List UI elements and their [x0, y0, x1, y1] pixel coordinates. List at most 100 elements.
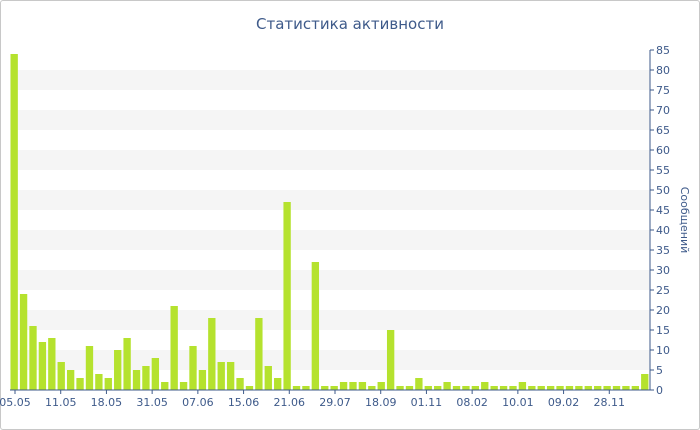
bar[interactable]: [29, 326, 37, 390]
x-tick-label: 18.09: [365, 396, 397, 409]
bar[interactable]: [481, 382, 489, 390]
bar[interactable]: [255, 318, 263, 390]
x-tick-label: 18.05: [91, 396, 123, 409]
grid-band: [10, 190, 650, 210]
bar[interactable]: [330, 386, 338, 390]
y-tick-label: 65: [656, 124, 670, 137]
bar[interactable]: [189, 346, 197, 390]
bar[interactable]: [198, 370, 207, 390]
y-tick-label: 30: [656, 264, 670, 277]
bar[interactable]: [311, 262, 320, 390]
bar[interactable]: [66, 370, 75, 390]
bar[interactable]: [349, 382, 357, 390]
bar[interactable]: [622, 386, 630, 390]
bar[interactable]: [565, 386, 574, 390]
bar[interactable]: [264, 366, 272, 390]
y-tick-label: 75: [656, 84, 670, 97]
bar[interactable]: [528, 386, 536, 390]
bar[interactable]: [226, 362, 235, 390]
bar[interactable]: [462, 386, 470, 390]
x-tick-label: 29.07: [319, 396, 351, 409]
grid-band: [10, 310, 650, 330]
bar[interactable]: [603, 386, 611, 390]
bar[interactable]: [321, 386, 329, 390]
bar[interactable]: [179, 382, 188, 390]
bar[interactable]: [151, 358, 160, 390]
bar[interactable]: [10, 54, 18, 390]
grid-band: [10, 70, 650, 90]
bar[interactable]: [594, 386, 602, 390]
y-axis-title: Сообщений: [678, 187, 691, 254]
y-tick-label: 50: [656, 184, 670, 197]
bar[interactable]: [518, 382, 527, 390]
bar[interactable]: [104, 378, 112, 390]
bar[interactable]: [575, 386, 583, 390]
bar[interactable]: [85, 346, 94, 390]
y-tick-label: 10: [656, 344, 670, 357]
bar[interactable]: [434, 386, 442, 390]
y-tick-label: 85: [656, 44, 670, 57]
y-tick-label: 45: [656, 204, 670, 217]
x-tick-label: 08.02: [456, 396, 488, 409]
bar[interactable]: [236, 378, 244, 390]
bar[interactable]: [368, 386, 376, 390]
bar[interactable]: [396, 386, 404, 390]
bar[interactable]: [537, 386, 545, 390]
y-tick-label: 0: [656, 384, 663, 397]
bar[interactable]: [170, 306, 178, 390]
bar[interactable]: [509, 386, 517, 390]
bar[interactable]: [132, 370, 141, 390]
x-tick-label: 01.11: [411, 396, 443, 409]
bar[interactable]: [95, 374, 103, 390]
bar[interactable]: [471, 386, 480, 390]
y-tick-label: 40: [656, 224, 670, 237]
bar[interactable]: [302, 386, 310, 390]
bar[interactable]: [556, 386, 564, 390]
bar[interactable]: [546, 386, 555, 390]
bar[interactable]: [57, 362, 65, 390]
bar[interactable]: [424, 386, 432, 390]
bar[interactable]: [641, 374, 649, 390]
y-tick-label: 25: [656, 284, 670, 297]
grid-band: [10, 270, 650, 290]
bar[interactable]: [245, 386, 254, 390]
bar[interactable]: [443, 382, 451, 390]
bar[interactable]: [161, 382, 169, 390]
bar[interactable]: [123, 338, 131, 390]
bar[interactable]: [339, 382, 348, 390]
bar[interactable]: [358, 382, 367, 390]
y-tick-label: 35: [656, 244, 670, 257]
bar[interactable]: [292, 386, 301, 390]
bar[interactable]: [274, 378, 282, 390]
bar[interactable]: [386, 330, 395, 390]
bar[interactable]: [208, 318, 216, 390]
bar[interactable]: [114, 350, 122, 390]
bar[interactable]: [38, 342, 47, 390]
y-tick-label: 70: [656, 104, 670, 117]
bar[interactable]: [452, 386, 461, 390]
bar[interactable]: [217, 362, 225, 390]
bar[interactable]: [405, 386, 414, 390]
chart-title: Статистика активности: [256, 15, 444, 33]
x-tick-label: 07.06: [182, 396, 214, 409]
bar[interactable]: [415, 378, 423, 390]
bar[interactable]: [612, 386, 621, 390]
bar[interactable]: [499, 386, 508, 390]
x-tick-label: 11.05: [45, 396, 77, 409]
bar[interactable]: [377, 382, 385, 390]
bar[interactable]: [19, 294, 28, 390]
grid-band: [10, 110, 650, 130]
bar[interactable]: [48, 338, 56, 390]
bar[interactable]: [631, 386, 640, 390]
bar[interactable]: [142, 366, 150, 390]
x-tick-label: 05.05: [0, 396, 31, 409]
x-tick-label: 15.06: [228, 396, 260, 409]
grid-band: [10, 230, 650, 250]
grid-band: [10, 350, 650, 370]
bar[interactable]: [76, 378, 84, 390]
bar[interactable]: [490, 386, 498, 390]
bar[interactable]: [283, 202, 291, 390]
bar[interactable]: [584, 386, 592, 390]
x-tick-label: 09.02: [548, 396, 580, 409]
